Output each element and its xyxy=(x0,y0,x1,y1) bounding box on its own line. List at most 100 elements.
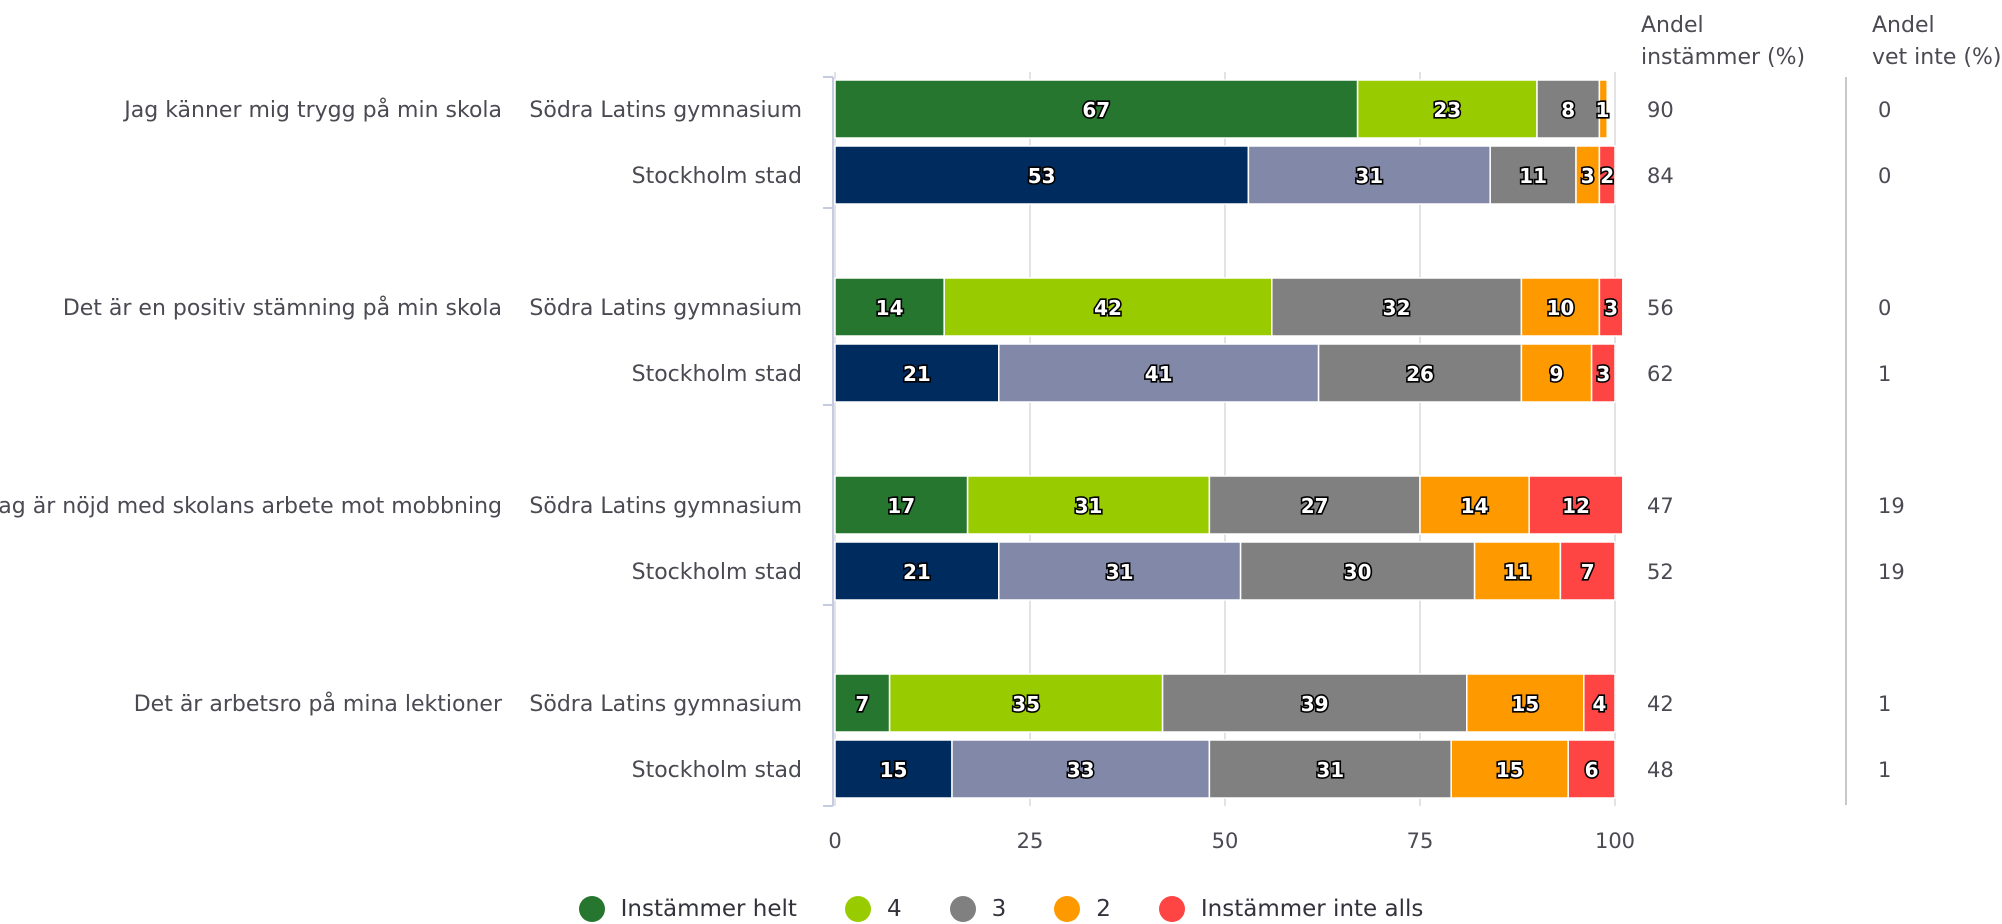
data-label: 31 xyxy=(1355,164,1383,188)
bar-segment[interactable] xyxy=(1473,541,1562,601)
bar-segment[interactable] xyxy=(1208,475,1421,535)
legend-item-instammer-helt[interactable]: Instämmer helt xyxy=(578,896,797,922)
bar-segment[interactable] xyxy=(966,475,1211,535)
data-label: 39 xyxy=(1301,692,1329,716)
bar-segment[interactable] xyxy=(1466,673,1585,733)
legend-label: 4 xyxy=(886,896,902,922)
bar-segment[interactable] xyxy=(998,541,1242,601)
x-tick-label: 50 xyxy=(1212,829,1239,853)
bar-segment[interactable] xyxy=(1559,541,1616,601)
andel-value: 56 xyxy=(1647,296,1674,320)
group-label: Södra Latins gymnasium xyxy=(529,494,802,519)
bar-segment[interactable] xyxy=(1567,739,1616,799)
vetinte-value: 19 xyxy=(1878,560,1905,584)
bar-segment[interactable] xyxy=(1590,343,1616,403)
data-label: 11 xyxy=(1504,560,1532,584)
data-label: 7 xyxy=(1581,560,1595,584)
data-label: 12 xyxy=(1562,494,1590,518)
group-label: Södra Latins gymnasium xyxy=(529,296,802,321)
bar-segment[interactable] xyxy=(1247,145,1491,205)
legend-item-4[interactable]: 4 xyxy=(844,896,902,922)
bar-segment[interactable] xyxy=(1598,145,1616,205)
bar-segment[interactable] xyxy=(834,343,1000,403)
vetinte-value: 19 xyxy=(1878,494,1905,518)
data-label: 35 xyxy=(1012,692,1040,716)
andel-value: 52 xyxy=(1647,560,1674,584)
vetinte-value: 0 xyxy=(1878,164,1891,188)
data-label: 4 xyxy=(1592,692,1606,716)
data-label: 27 xyxy=(1301,494,1329,518)
vetinte-header-line1: Andel xyxy=(1872,13,1935,38)
bar-segment[interactable] xyxy=(1528,475,1624,535)
bar-segment[interactable] xyxy=(834,475,969,535)
data-label: 31 xyxy=(1106,560,1134,584)
legend-item-3[interactable]: 3 xyxy=(949,896,1006,922)
x-tick-label: 0 xyxy=(828,829,841,853)
data-label: 9 xyxy=(1550,362,1564,386)
vetinte-value: 0 xyxy=(1878,98,1891,122)
bar-segment[interactable] xyxy=(1161,673,1468,733)
data-label: 10 xyxy=(1546,296,1574,320)
group-label: Stockholm stad xyxy=(632,758,802,783)
data-label: 41 xyxy=(1145,362,1173,386)
bar-segment[interactable] xyxy=(1271,277,1523,337)
summary-columns: Andel instämmer (%) Andel vet inte (%) 9… xyxy=(1641,13,2001,805)
data-label: 14 xyxy=(876,296,904,320)
bar-segment[interactable] xyxy=(834,673,891,733)
bar-segment[interactable] xyxy=(1583,673,1616,733)
bar-segment[interactable] xyxy=(1520,277,1601,337)
vetinte-value: 1 xyxy=(1878,758,1891,782)
andel-value: 90 xyxy=(1647,98,1674,122)
bar-segment[interactable] xyxy=(1450,739,1569,799)
andel-value: 42 xyxy=(1647,692,1674,716)
andel-value: 48 xyxy=(1647,758,1674,782)
data-label: 2 xyxy=(1600,164,1614,188)
x-axis: 0 25 50 75 100 xyxy=(823,76,1635,853)
bar-segment[interactable] xyxy=(998,343,1320,403)
bar-segment[interactable] xyxy=(888,673,1164,733)
bar-segment[interactable] xyxy=(1419,475,1530,535)
question-label: Det är en positiv stämning på min skola xyxy=(63,295,502,321)
legend-item-2[interactable]: 2 xyxy=(1054,896,1111,922)
andel-value: 47 xyxy=(1647,494,1674,518)
x-tick-label: 25 xyxy=(1017,829,1044,853)
legend-swatch xyxy=(1054,896,1081,922)
bar-segment[interactable] xyxy=(1598,79,1608,139)
andel-header-line1: Andel xyxy=(1641,13,1704,38)
bar-segment[interactable] xyxy=(1536,79,1601,139)
data-label: 21 xyxy=(903,560,931,584)
bar-segment[interactable] xyxy=(834,79,1359,139)
vetinte-value: 0 xyxy=(1878,296,1891,320)
data-label: 53 xyxy=(1028,164,1056,188)
bar-segment[interactable] xyxy=(1520,343,1593,403)
bar-segment[interactable] xyxy=(1489,145,1577,205)
andel-header-line2: instämmer (%) xyxy=(1641,45,1805,70)
bar-segment[interactable] xyxy=(1317,343,1523,403)
vetinte-value: 1 xyxy=(1878,692,1891,716)
data-label: 3 xyxy=(1581,164,1595,188)
bars: 67 23 8 153 31 11 3 214 42 32 10 321 41 26 9 317 31 27 14 1… xyxy=(834,79,1624,799)
legend-label: 2 xyxy=(1096,896,1111,922)
data-label: 30 xyxy=(1344,560,1372,584)
bar-segment[interactable] xyxy=(1239,541,1476,601)
bar-segment[interactable] xyxy=(951,739,1211,799)
bar-segment[interactable] xyxy=(834,277,945,337)
bar-segment[interactable] xyxy=(943,277,1273,337)
bar-segment[interactable] xyxy=(1356,79,1538,139)
data-label: 33 xyxy=(1067,758,1095,782)
data-label: 32 xyxy=(1383,296,1411,320)
data-label: 6 xyxy=(1585,758,1599,782)
x-tick-label: 100 xyxy=(1595,829,1635,853)
data-label: 15 xyxy=(880,758,908,782)
question-label: Det är arbetsro på mina lektioner xyxy=(134,691,503,717)
legend-label: Instämmer inte alls xyxy=(1200,896,1424,922)
bar-segment[interactable] xyxy=(1598,277,1624,337)
data-label: 7 xyxy=(855,692,869,716)
data-label: 1 xyxy=(1595,98,1609,122)
legend-swatch xyxy=(578,896,605,922)
vetinte-value: 1 xyxy=(1878,362,1891,386)
andel-value: 62 xyxy=(1647,362,1674,386)
question-label: Jag är nöjd med skolans arbete mot mobbn… xyxy=(0,494,502,519)
legend-item-instammer-inte-alls[interactable]: Instämmer inte alls xyxy=(1158,896,1424,922)
legend-swatch xyxy=(949,896,976,922)
